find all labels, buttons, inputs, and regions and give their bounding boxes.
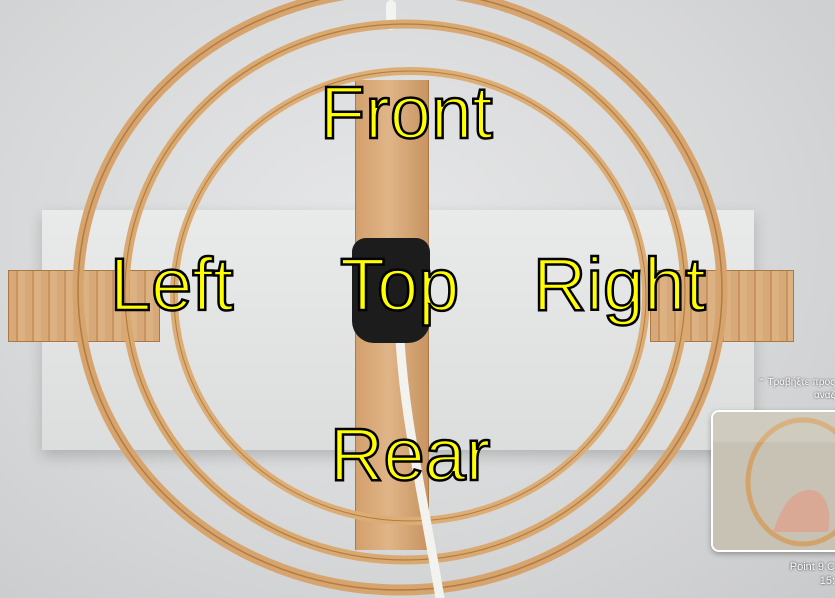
swipe-up-hint[interactable]: ⌃ Τραβήξτε προς αναζ (735, 376, 835, 402)
double-chevron-up-icon: ⌃ (757, 377, 766, 387)
middle-hoop-edge (124, 23, 686, 561)
hint-text-line1: Τραβήξτε προς (767, 377, 835, 388)
hanging-wire (386, 0, 396, 30)
hint-text-line2: αναζ (814, 390, 835, 401)
label-right: Right (532, 243, 707, 326)
thumbnail-image (713, 412, 835, 550)
thumbnail-duration: 15: (819, 575, 835, 587)
label-rear: Rear (329, 413, 492, 496)
inner-hoop-edge (173, 70, 647, 522)
black-sensor-cap (352, 238, 430, 343)
thumbnail-caption: Point 9 C 15: (775, 560, 835, 588)
outer-hoop-edge (77, 0, 723, 591)
label-left: Left (109, 243, 235, 326)
suggested-video-thumbnail[interactable] (711, 410, 835, 552)
label-top: Top (339, 243, 461, 326)
label-front: Front (319, 71, 494, 154)
thumbnail-title: Point 9 C (789, 561, 835, 573)
cable (395, 335, 445, 598)
